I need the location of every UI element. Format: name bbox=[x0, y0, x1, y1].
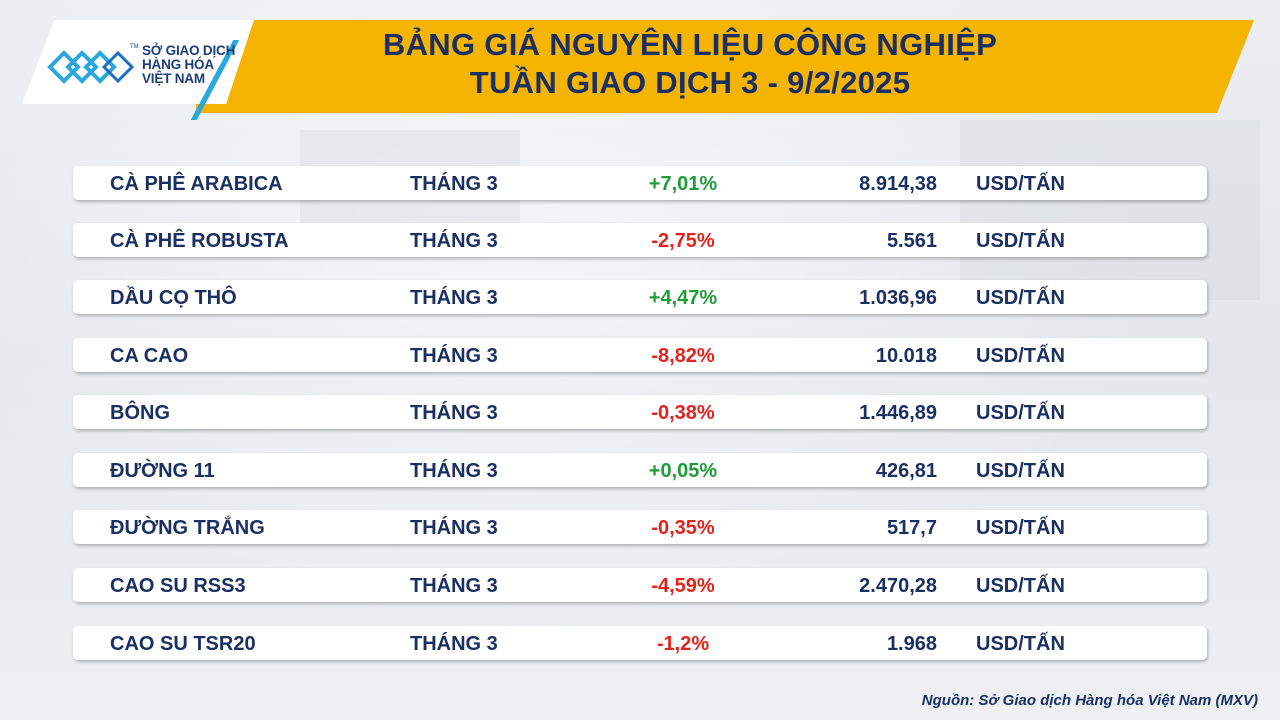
price-change: -4,59% bbox=[651, 575, 715, 597]
price-change: +0,05% bbox=[648, 460, 718, 482]
commodity-name: ĐƯỜNG 11 bbox=[110, 460, 215, 482]
price-unit: USD/TẤN bbox=[976, 230, 1065, 252]
contract-month: THÁNG 3 bbox=[410, 287, 498, 309]
price-value: 1.968 bbox=[886, 633, 937, 655]
table-row: CA CAO THÁNG 3 -8,82% 10.018 USD/TẤN bbox=[73, 338, 1207, 372]
price-value: 1.446,89 bbox=[859, 402, 937, 424]
price-unit: USD/TẤN bbox=[976, 402, 1065, 424]
contract-month: THÁNG 3 bbox=[410, 345, 498, 367]
price-unit: USD/TẤN bbox=[976, 173, 1065, 195]
logo-line-1: SỞ GIAO DỊCH bbox=[142, 43, 236, 58]
price-value: 517,7 bbox=[886, 517, 937, 539]
title-banner bbox=[196, 20, 1254, 113]
commodity-name: BÔNG bbox=[110, 402, 170, 424]
price-change: -2,75% bbox=[651, 230, 715, 252]
contract-month: THÁNG 3 bbox=[410, 575, 498, 597]
logo-text: SỞ GIAO DỊCH HÀNG HÓA VIỆT NAM bbox=[142, 44, 235, 86]
price-value: 2.470,28 bbox=[859, 575, 937, 597]
commodity-name: ĐƯỜNG TRẮNG bbox=[110, 517, 265, 539]
table-row: CAO SU RSS3 THÁNG 3 -4,59% 2.470,28 USD/… bbox=[73, 568, 1207, 602]
price-change: -1,2% bbox=[656, 633, 710, 655]
price-unit: USD/TẤN bbox=[976, 517, 1065, 539]
price-unit: USD/TẤN bbox=[976, 287, 1065, 309]
commodity-name: CAO SU RSS3 bbox=[110, 575, 246, 597]
table-row: ĐƯỜNG 11 THÁNG 3 +0,05% 426,81 USD/TẤN bbox=[73, 453, 1207, 487]
commodity-name: DẦU CỌ THÔ bbox=[110, 287, 237, 309]
contract-month: THÁNG 3 bbox=[410, 460, 498, 482]
logo-line-3: VIỆT NAM bbox=[142, 71, 205, 86]
table-row: ĐƯỜNG TRẮNG THÁNG 3 -0,35% 517,7 USD/TẤN bbox=[73, 510, 1207, 544]
price-value: 1.036,96 bbox=[859, 287, 937, 309]
logo-panel bbox=[22, 20, 254, 104]
price-unit: USD/TẤN bbox=[976, 575, 1065, 597]
table-row: BÔNG THÁNG 3 -0,38% 1.446,89 USD/TẤN bbox=[73, 395, 1207, 429]
price-unit: USD/TẤN bbox=[976, 345, 1065, 367]
commodity-name: CAO SU TSR20 bbox=[110, 633, 256, 655]
price-unit: USD/TẤN bbox=[976, 460, 1065, 482]
commodity-name: CÀ PHÊ ROBUSTA bbox=[110, 230, 289, 252]
commodity-name: CÀ PHÊ ARABICA bbox=[110, 173, 283, 195]
background-decoration bbox=[960, 120, 1260, 300]
price-value: 10.018 bbox=[875, 345, 937, 367]
price-value: 5.561 bbox=[886, 230, 937, 252]
mxv-logo-icon bbox=[47, 50, 135, 84]
price-change: +4,47% bbox=[648, 287, 718, 309]
table-row: CÀ PHÊ ROBUSTA THÁNG 3 -2,75% 5.561 USD/… bbox=[73, 223, 1207, 257]
title-line-2: TUẦN GIAO DỊCH 3 - 9/2/2025 bbox=[469, 65, 911, 100]
price-change: -0,35% bbox=[651, 517, 715, 539]
contract-month: THÁNG 3 bbox=[410, 173, 498, 195]
title-line-1: BẢNG GIÁ NGUYÊN LIỆU CÔNG NGHIỆP bbox=[382, 27, 998, 62]
source-note: Nguồn: Sở Giao dịch Hàng hóa Việt Nam (M… bbox=[921, 692, 1258, 709]
contract-month: THÁNG 3 bbox=[410, 633, 498, 655]
price-unit: USD/TẤN bbox=[976, 633, 1065, 655]
page-title: BẢNG GIÁ NGUYÊN LIỆU CÔNG NGHIỆP TUẦN GI… bbox=[300, 26, 1080, 102]
table-row: DẦU CỌ THÔ THÁNG 3 +4,47% 1.036,96 USD/T… bbox=[73, 280, 1207, 314]
price-change: +7,01% bbox=[648, 173, 718, 195]
price-value: 8.914,38 bbox=[859, 173, 937, 195]
table-row: CÀ PHÊ ARABICA THÁNG 3 +7,01% 8.914,38 U… bbox=[73, 166, 1207, 200]
price-change: -0,38% bbox=[651, 402, 715, 424]
commodity-name: CA CAO bbox=[110, 345, 189, 367]
logo-trademark: TM bbox=[130, 44, 139, 50]
contract-month: THÁNG 3 bbox=[410, 517, 498, 539]
logo-line-2: HÀNG HÓA bbox=[142, 57, 214, 72]
contract-month: THÁNG 3 bbox=[410, 402, 498, 424]
contract-month: THÁNG 3 bbox=[410, 230, 498, 252]
price-value: 426,81 bbox=[875, 460, 937, 482]
price-change: -8,82% bbox=[651, 345, 715, 367]
table-row: CAO SU TSR20 THÁNG 3 -1,2% 1.968 USD/TẤN bbox=[73, 626, 1207, 660]
